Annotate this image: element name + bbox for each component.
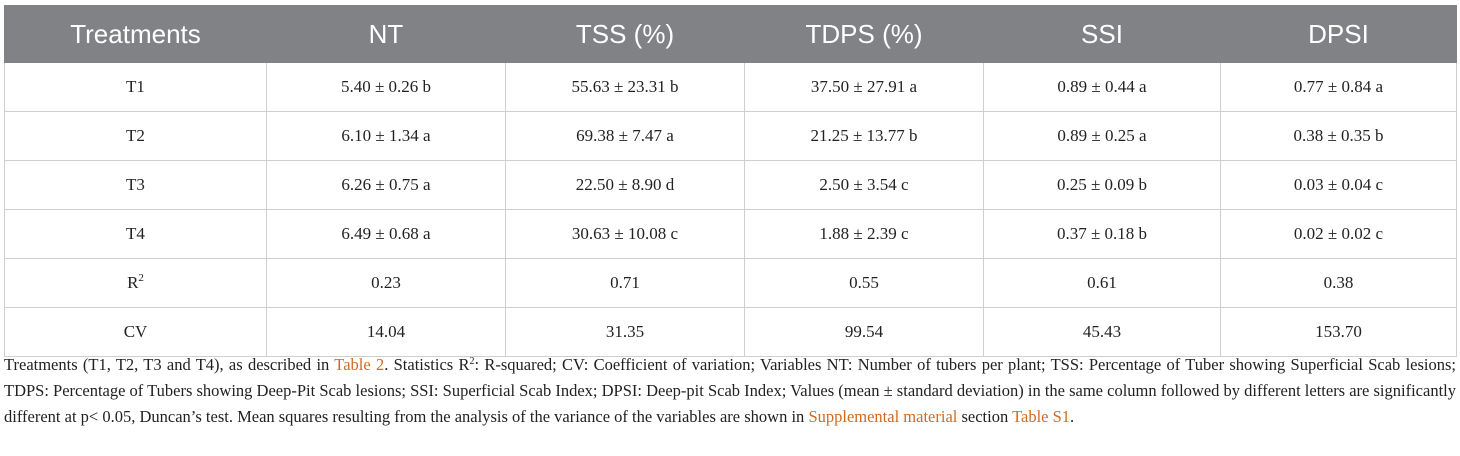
table-footnote: Treatments (T1, T2, T3 and T4), as descr… xyxy=(4,355,1456,426)
table-cell: 6.10 ± 1.34 a xyxy=(266,111,506,161)
table-cell: 0.38 xyxy=(1220,258,1457,308)
table-cell: 30.63 ± 10.08 c xyxy=(505,209,745,259)
header-tss: TSS (%) xyxy=(505,5,745,63)
cv-label: CV xyxy=(4,307,267,357)
table-cell: 6.49 ± 0.68 a xyxy=(266,209,506,259)
table-cell: 0.61 xyxy=(983,258,1221,308)
table-cell: 0.23 xyxy=(266,258,506,308)
supplemental-material-link[interactable]: Supplemental material xyxy=(808,407,958,426)
table-cell: 1.88 ± 2.39 c xyxy=(744,209,984,259)
table-row: T2 6.10 ± 1.34 a 69.38 ± 7.47 a 21.25 ± … xyxy=(4,111,1457,161)
table-cell: 37.50 ± 27.91 a xyxy=(744,62,984,112)
table-cell: 0.03 ± 0.04 c xyxy=(1220,160,1457,210)
table-cell: 0.37 ± 0.18 b xyxy=(983,209,1221,259)
table-cell: 0.25 ± 0.09 b xyxy=(983,160,1221,210)
table-cell: 22.50 ± 8.90 d xyxy=(505,160,745,210)
header-ssi: SSI xyxy=(983,5,1221,63)
header-treatments: Treatments xyxy=(4,5,267,63)
superscript-2: 2 xyxy=(138,272,144,284)
table-cell: 45.43 xyxy=(983,307,1221,357)
row-label: T3 xyxy=(4,160,267,210)
results-table: Treatments NT TSS (%) TDPS (%) SSI DPSI … xyxy=(4,5,1457,357)
table-cell: 0.71 xyxy=(505,258,745,308)
table-cell: 99.54 xyxy=(744,307,984,357)
table-cell: 6.26 ± 0.75 a xyxy=(266,160,506,210)
table-cell: 0.55 xyxy=(744,258,984,308)
table-cell: 5.40 ± 0.26 b xyxy=(266,62,506,112)
header-tdps: TDPS (%) xyxy=(744,5,984,63)
header-dpsi: DPSI xyxy=(1220,5,1457,63)
table-cell: 0.89 ± 0.44 a xyxy=(983,62,1221,112)
table-row: T1 5.40 ± 0.26 b 55.63 ± 23.31 b 37.50 ±… xyxy=(4,62,1457,112)
table-cell: 14.04 xyxy=(266,307,506,357)
cv-row: CV 14.04 31.35 99.54 45.43 153.70 xyxy=(4,307,1457,357)
data-table-container: Treatments NT TSS (%) TDPS (%) SSI DPSI … xyxy=(4,5,1457,357)
table-row: T3 6.26 ± 0.75 a 22.50 ± 8.90 d 2.50 ± 3… xyxy=(4,160,1457,210)
table-cell: 31.35 xyxy=(505,307,745,357)
table-row: T4 6.49 ± 0.68 a 30.63 ± 10.08 c 1.88 ± … xyxy=(4,209,1457,259)
r-squared-label: R2 xyxy=(4,258,267,308)
table-cell: 0.77 ± 0.84 a xyxy=(1220,62,1457,112)
table-cell: 153.70 xyxy=(1220,307,1457,357)
table-s1-link[interactable]: Table S1 xyxy=(1012,407,1071,426)
header-nt: NT xyxy=(266,5,506,63)
table-cell: 0.89 ± 0.25 a xyxy=(983,111,1221,161)
header-row: Treatments NT TSS (%) TDPS (%) SSI DPSI xyxy=(4,5,1457,63)
table-cell: 0.02 ± 0.02 c xyxy=(1220,209,1457,259)
table-cell: 2.50 ± 3.54 c xyxy=(744,160,984,210)
row-label: T2 xyxy=(4,111,267,161)
row-label: T4 xyxy=(4,209,267,259)
table-cell: 69.38 ± 7.47 a xyxy=(505,111,745,161)
table-cell: 21.25 ± 13.77 b xyxy=(744,111,984,161)
table-cell: 55.63 ± 23.31 b xyxy=(505,62,745,112)
r-squared-row: R2 0.23 0.71 0.55 0.61 0.38 xyxy=(4,258,1457,308)
row-label: T1 xyxy=(4,62,267,112)
table-2-link[interactable]: Table 2 xyxy=(334,355,385,374)
table-cell: 0.38 ± 0.35 b xyxy=(1220,111,1457,161)
